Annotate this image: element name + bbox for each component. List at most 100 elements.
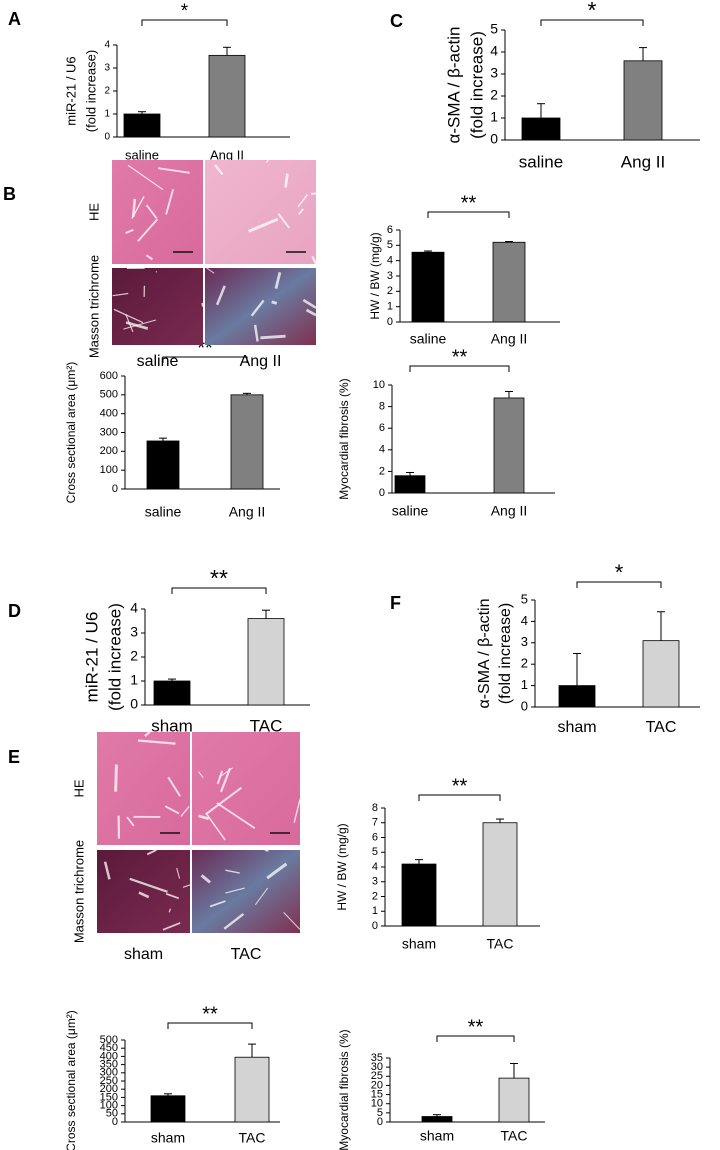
histology-image <box>192 732 300 845</box>
y-tick-label: 1 <box>490 109 498 125</box>
histology-image <box>192 850 300 933</box>
y-tick-label: 0 <box>377 1116 383 1128</box>
y-tick-label: 5 <box>387 239 393 251</box>
y-tick-label: 100 <box>100 1100 118 1112</box>
x-tick-label: Ang II <box>491 331 528 347</box>
y-axis-label: α-SMA / β-actin <box>476 598 493 708</box>
significance-bracket <box>141 19 228 26</box>
histology-image <box>205 268 316 345</box>
y-axis-label: HW / BW (mg/g) <box>368 232 382 319</box>
bar <box>493 397 525 494</box>
significance-bracket <box>171 587 267 594</box>
bar-chart: 0 2 4 6 8 10 saline Ang II Myocardial fibrosis (… <box>337 346 555 519</box>
tissue-streak <box>248 217 279 233</box>
histology-image <box>112 268 203 345</box>
x-tick-label: saline <box>410 331 447 347</box>
significance-label: ** <box>468 1016 484 1038</box>
bar-chart: 0 1 2 3 4 5 saline Ang II α-SMA / β-actin (fold i… <box>390 0 700 171</box>
tissue-streak <box>216 802 256 830</box>
histology-image <box>205 160 316 264</box>
y-tick-label: 10 <box>373 379 385 391</box>
tissue-streak <box>138 891 150 899</box>
y-tick-label: 10 <box>371 1098 383 1110</box>
error-bar <box>223 46 231 56</box>
bar-chart: 0 1 2 3 4 5 sham TAC α-SMA / β-actin (fold increa… <box>390 560 700 736</box>
bar <box>642 640 680 708</box>
row-label: HE <box>86 203 101 221</box>
x-tick-label: Ang II <box>491 503 528 519</box>
tissue-streak <box>137 739 176 745</box>
tissue-streak <box>113 308 144 324</box>
column-label: Ang II <box>240 353 282 370</box>
y-tick-label: 3 <box>130 624 138 640</box>
tissue-streak <box>297 194 308 208</box>
bar <box>482 822 518 927</box>
tissue-streak <box>162 922 181 931</box>
tissue-streak <box>200 874 212 884</box>
tissue-streak <box>305 308 317 317</box>
bar-chart: 0 1 2 3 4 saline Ang II miR-21 / U6 (fold increa… <box>8 1 290 162</box>
significance-bracket <box>576 581 662 588</box>
y-tick-label: 6 <box>387 224 393 236</box>
tissue-streak <box>293 799 301 823</box>
tissue-streak <box>125 228 134 234</box>
tissue-streak <box>137 218 159 242</box>
error-bar <box>243 392 251 395</box>
significance-label: ** <box>452 346 468 368</box>
y-axis-label: (fold increase) <box>105 603 124 711</box>
y-tick-label: 3 <box>104 63 110 74</box>
error-bar <box>406 471 414 476</box>
tissue-streak <box>205 786 243 816</box>
tissue-streak <box>271 300 278 305</box>
tissue-streak <box>254 887 269 906</box>
bar <box>123 113 161 138</box>
significance-bracket <box>436 1035 515 1042</box>
x-tick-label: Ang II <box>210 147 244 162</box>
y-tick-label: 3 <box>521 634 528 649</box>
error-bar <box>138 111 146 114</box>
tissue-streak <box>176 867 181 879</box>
y-tick-label: 2 <box>104 86 110 97</box>
x-tick-label: saline <box>392 503 429 519</box>
row-label: Masson trichrome <box>86 255 101 358</box>
error-bar <box>159 437 167 441</box>
y-tick-label: 1 <box>130 672 138 688</box>
bar <box>411 251 445 323</box>
x-tick-label: saline <box>125 147 159 162</box>
tissue-streak <box>215 285 226 306</box>
tissue-streak <box>145 204 158 219</box>
y-tick-label: 6 <box>372 831 378 843</box>
y-tick-label: 20 <box>371 1079 383 1091</box>
y-tick-label: 4 <box>521 613 528 628</box>
x-tick-label: TAC <box>646 719 677 736</box>
tissue-streak <box>131 196 145 219</box>
y-tick-label: 2 <box>379 465 385 477</box>
y-tick-label: 500 <box>100 389 118 401</box>
y-tick-label: 450 <box>100 1042 118 1054</box>
significance-label: * <box>588 0 597 23</box>
y-tick-label: 1 <box>104 109 110 120</box>
bar <box>208 54 246 138</box>
bar <box>247 618 285 706</box>
tissue-streak <box>165 892 180 900</box>
bar <box>153 680 191 706</box>
y-tick-label: 35 <box>371 1052 383 1064</box>
y-axis-label: α-SMA / β-actin <box>444 27 463 144</box>
bar <box>558 685 596 708</box>
histology-panel: HE Masson trichrome saline Ang II B <box>3 159 318 370</box>
panel-label: C <box>390 11 403 31</box>
error-bar <box>248 1043 256 1058</box>
histology-image <box>97 850 190 933</box>
tissue-streak <box>265 159 269 163</box>
tissue-streak <box>216 770 224 785</box>
error-bar <box>505 390 513 398</box>
tissue-streak <box>129 877 168 893</box>
y-tick-label: 5 <box>372 846 378 858</box>
y-tick-label: 2 <box>372 890 378 902</box>
tissue-streak <box>114 764 118 792</box>
x-tick-label: sham <box>557 719 596 736</box>
tissue-streak <box>144 731 151 737</box>
y-tick-label: 5 <box>490 21 498 37</box>
y-tick-label: 2 <box>387 285 393 297</box>
